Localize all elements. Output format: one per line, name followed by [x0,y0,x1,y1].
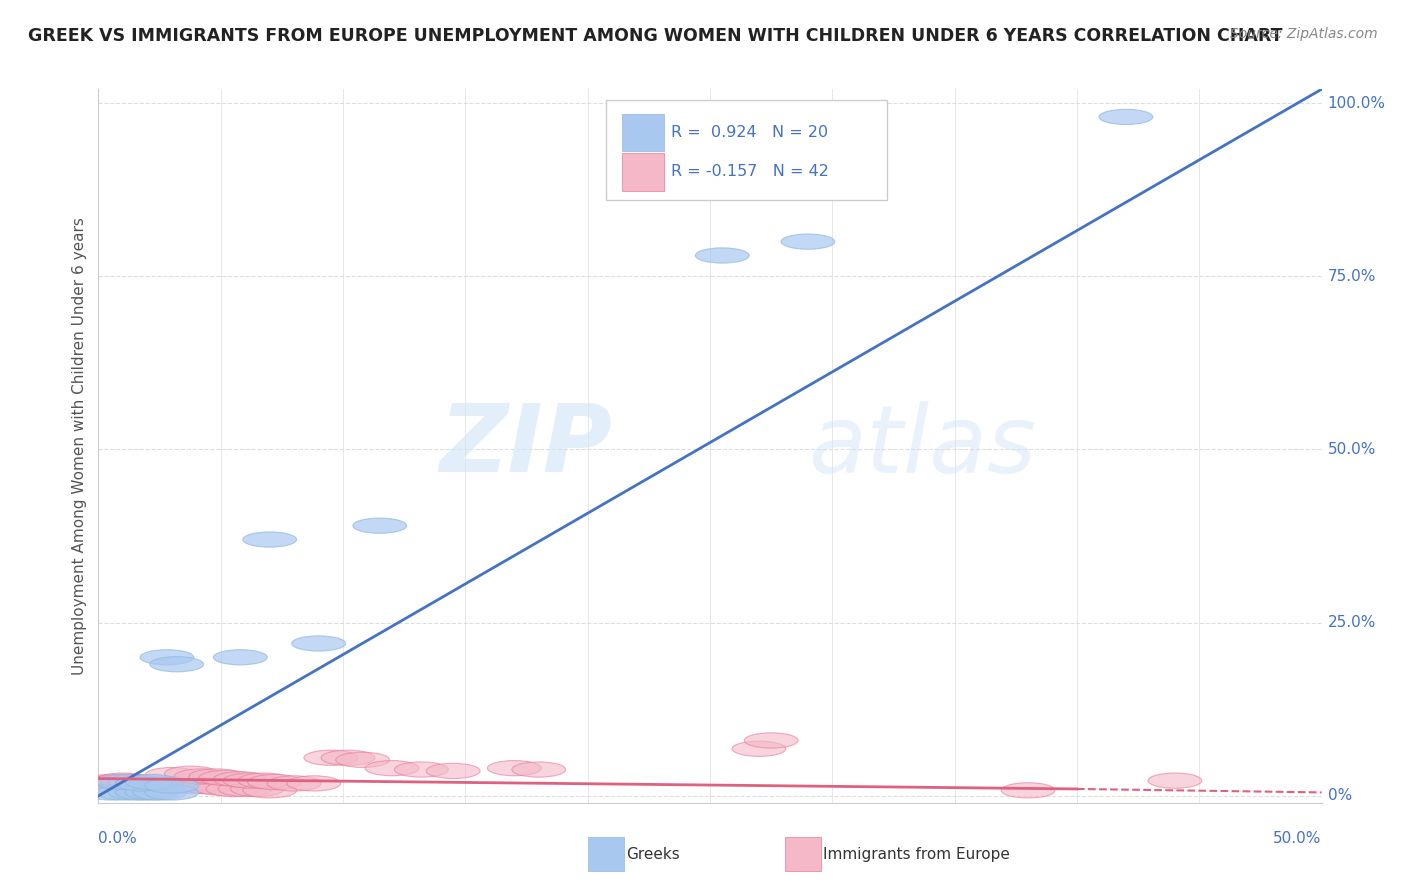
Text: atlas: atlas [808,401,1036,491]
Text: R =  0.924   N = 20: R = 0.924 N = 20 [671,125,828,139]
Circle shape [96,773,150,789]
Circle shape [145,785,198,800]
FancyBboxPatch shape [621,153,664,191]
Circle shape [115,785,169,800]
Circle shape [238,773,291,789]
Circle shape [1099,110,1153,125]
Circle shape [125,785,179,800]
Circle shape [353,518,406,533]
Circle shape [169,779,224,794]
Circle shape [243,782,297,798]
Circle shape [96,774,150,789]
Circle shape [488,761,541,776]
Circle shape [91,774,145,789]
Text: 0%: 0% [1327,789,1353,804]
Circle shape [145,767,198,782]
Text: 100.0%: 100.0% [1327,95,1386,111]
Y-axis label: Unemployment Among Women with Children Under 6 years: Unemployment Among Women with Children U… [72,217,87,675]
Text: ZIP: ZIP [439,400,612,492]
Circle shape [395,762,449,777]
Circle shape [744,733,799,748]
Circle shape [125,776,179,791]
Circle shape [512,762,565,777]
Circle shape [214,772,267,787]
Circle shape [108,774,162,789]
Circle shape [224,773,277,789]
Circle shape [145,778,198,793]
Circle shape [231,781,284,797]
Circle shape [157,776,211,791]
Circle shape [84,785,138,800]
Circle shape [243,532,297,547]
Circle shape [247,774,301,789]
Circle shape [287,776,340,791]
Circle shape [96,785,150,800]
Circle shape [188,769,243,784]
Circle shape [84,774,138,789]
Circle shape [366,761,419,776]
Circle shape [780,234,835,249]
Circle shape [426,764,479,779]
Circle shape [115,776,169,791]
Circle shape [101,774,155,789]
Circle shape [218,781,273,797]
Circle shape [165,777,218,792]
Text: 25.0%: 25.0% [1327,615,1376,630]
Text: 75.0%: 75.0% [1327,268,1376,284]
Text: 0.0%: 0.0% [98,831,138,847]
Circle shape [181,779,235,794]
Circle shape [141,777,194,792]
Text: Source: ZipAtlas.com: Source: ZipAtlas.com [1230,27,1378,41]
Text: Immigrants from Europe: Immigrants from Europe [823,847,1010,862]
Circle shape [132,777,187,792]
Circle shape [125,774,179,789]
Circle shape [267,776,321,791]
Circle shape [132,785,187,800]
Circle shape [165,766,218,781]
Circle shape [207,781,260,797]
Circle shape [198,770,253,786]
Circle shape [696,248,749,263]
FancyBboxPatch shape [606,100,887,200]
Circle shape [115,776,169,791]
Circle shape [174,769,228,784]
Text: 50.0%: 50.0% [1327,442,1376,457]
Circle shape [336,752,389,767]
Circle shape [304,750,357,765]
Circle shape [1001,782,1054,798]
Circle shape [291,636,346,651]
Circle shape [321,750,375,765]
Circle shape [214,649,267,665]
Circle shape [108,785,162,800]
Text: Greeks: Greeks [626,847,679,862]
Circle shape [733,741,786,756]
Circle shape [1147,773,1202,789]
Circle shape [141,649,194,665]
FancyBboxPatch shape [621,114,664,152]
Text: GREEK VS IMMIGRANTS FROM EUROPE UNEMPLOYMENT AMONG WOMEN WITH CHILDREN UNDER 6 Y: GREEK VS IMMIGRANTS FROM EUROPE UNEMPLOY… [28,27,1282,45]
Text: R = -0.157   N = 42: R = -0.157 N = 42 [671,164,828,179]
Circle shape [194,780,247,795]
Circle shape [145,777,198,792]
Circle shape [150,657,204,672]
Text: 50.0%: 50.0% [1274,831,1322,847]
